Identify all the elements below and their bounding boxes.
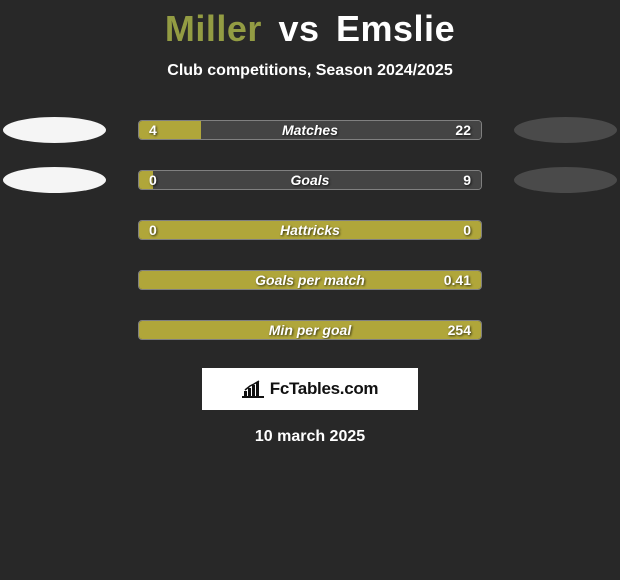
stats-container: 422Matches 09Goals 00Hattricks 0.41Goals pe…	[0, 118, 620, 342]
stat-bar: 254Min per goal	[138, 320, 482, 340]
footer-date: 10 march 2025	[0, 428, 620, 446]
stat-row: 0.41Goals per match	[0, 268, 620, 292]
title-player-left: Miller	[165, 8, 262, 49]
stat-bar: 00Hattricks	[138, 220, 482, 240]
chart-icon	[242, 380, 264, 398]
comparison-subtitle: Club competitions, Season 2024/2025	[0, 62, 620, 80]
stat-name: Hattricks	[139, 221, 481, 239]
stat-name: Goals per match	[139, 271, 481, 289]
player-badge-right	[514, 167, 617, 193]
stat-bar: 09Goals	[138, 170, 482, 190]
comparison-title: Miller vs Emslie	[0, 0, 620, 54]
player-badge-left	[3, 167, 106, 193]
source-logo: FcTables.com	[202, 368, 418, 410]
stat-name: Goals	[139, 171, 481, 189]
stat-row: 254Min per goal	[0, 318, 620, 342]
title-vs: vs	[278, 8, 319, 49]
stat-row: 09Goals	[0, 168, 620, 192]
player-badge-left	[3, 117, 106, 143]
stat-row: 422Matches	[0, 118, 620, 142]
stat-name: Matches	[139, 121, 481, 139]
stat-bar: 0.41Goals per match	[138, 270, 482, 290]
stat-row: 00Hattricks	[0, 218, 620, 242]
stat-bar: 422Matches	[138, 120, 482, 140]
source-logo-text: FcTables.com	[270, 379, 379, 399]
player-badge-right	[514, 117, 617, 143]
title-player-right: Emslie	[336, 8, 455, 49]
stat-name: Min per goal	[139, 321, 481, 339]
